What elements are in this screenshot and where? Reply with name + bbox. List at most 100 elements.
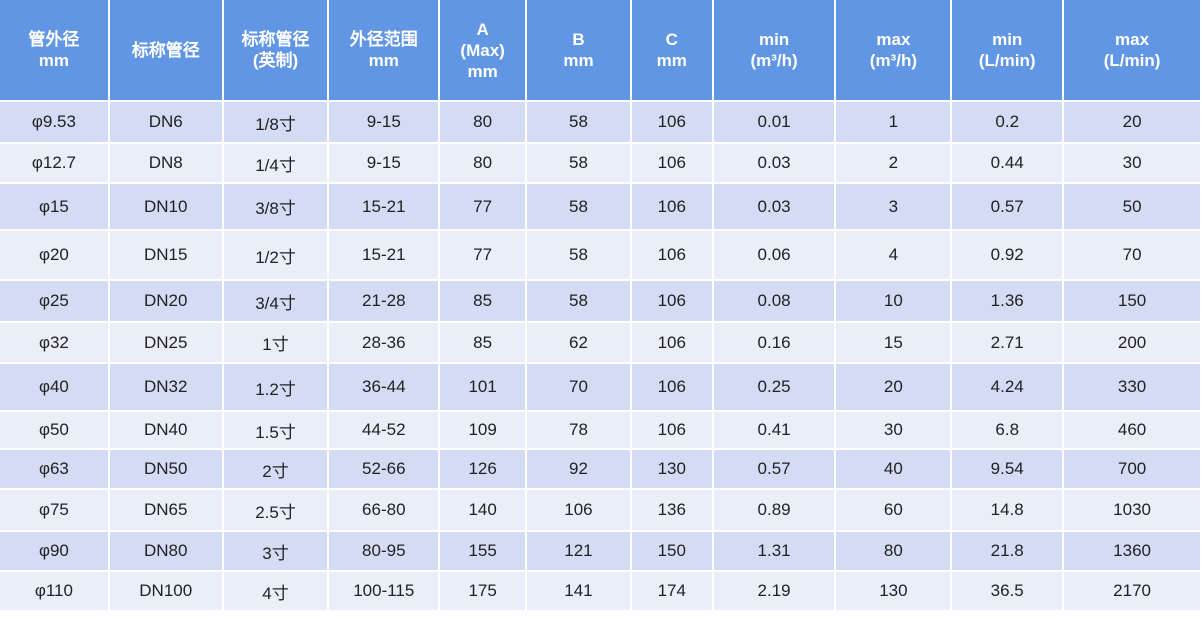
- table-cell: 85: [440, 323, 526, 362]
- table-cell: 80: [836, 532, 951, 570]
- table-cell: 0.44: [952, 144, 1063, 182]
- table-cell: 101: [440, 364, 526, 410]
- table-row: φ110 DN100 4寸 100-115 175 141 174 2.19 130 36.5 21…: [0, 572, 1200, 610]
- table-cell: 174: [631, 572, 712, 610]
- table-cell: 2170: [1064, 572, 1200, 610]
- table-cell: 140: [440, 490, 526, 530]
- table-row: φ75 DN65 2.5寸 66-80 140 106 136 0.89 60 14.8 1030: [0, 490, 1200, 530]
- table-cell: 0.01: [713, 102, 835, 142]
- table-cell: 0.16: [713, 323, 835, 362]
- table-cell: 106: [527, 490, 630, 530]
- table-cell: 4.24: [952, 364, 1063, 410]
- table-cell: 15: [836, 323, 951, 362]
- table-cell: 80-95: [329, 532, 439, 570]
- table-cell: 78: [527, 412, 630, 448]
- table-cell: φ12.7: [0, 144, 108, 182]
- table-row: φ12.7 DN8 1/4寸 9-15 80 58 106 0.03 2 0.44 30: [0, 144, 1200, 182]
- table-cell: 21-28: [329, 281, 439, 321]
- table-cell: 6.8: [952, 412, 1063, 448]
- table-cell: 2寸: [223, 450, 328, 488]
- column-header: 标称管径: [109, 0, 222, 100]
- table-cell: DN32: [109, 364, 222, 410]
- table-cell: 106: [631, 281, 712, 321]
- table-cell: 4: [836, 231, 951, 279]
- table-cell: 40: [836, 450, 951, 488]
- table-cell: 136: [631, 490, 712, 530]
- table-cell: 77: [440, 231, 526, 279]
- table-cell: 460: [1064, 412, 1200, 448]
- table-cell: 80: [440, 102, 526, 142]
- table-cell: 15-21: [329, 231, 439, 279]
- table-cell: 200: [1064, 323, 1200, 362]
- table-cell: 130: [631, 450, 712, 488]
- table-cell: 2.5寸: [223, 490, 328, 530]
- table-cell: 0.89: [713, 490, 835, 530]
- table-cell: 1.2寸: [223, 364, 328, 410]
- table-cell: 15-21: [329, 184, 439, 229]
- table-cell: 2: [836, 144, 951, 182]
- table-cell: 3: [836, 184, 951, 229]
- table-cell: 14.8: [952, 490, 1063, 530]
- table-cell: 150: [1064, 281, 1200, 321]
- table-cell: 0.41: [713, 412, 835, 448]
- table-cell: 2.71: [952, 323, 1063, 362]
- table-row: φ40 DN32 1.2寸 36-44 101 70 106 0.25 20 4.24 330: [0, 364, 1200, 410]
- table-cell: 44-52: [329, 412, 439, 448]
- table-cell: 58: [527, 281, 630, 321]
- table-cell: 9.54: [952, 450, 1063, 488]
- table-cell: φ110: [0, 572, 108, 610]
- table-row: φ25 DN20 3/4寸 21-28 85 58 106 0.08 10 1.36 150: [0, 281, 1200, 321]
- table-cell: 0.57: [713, 450, 835, 488]
- table-cell: 2.19: [713, 572, 835, 610]
- table-row: φ50 DN40 1.5寸 44-52 109 78 106 0.41 30 6.8 460: [0, 412, 1200, 448]
- table-cell: 106: [631, 412, 712, 448]
- table-cell: φ20: [0, 231, 108, 279]
- table-cell: 1寸: [223, 323, 328, 362]
- table-cell: 3/8寸: [223, 184, 328, 229]
- table-cell: 106: [631, 184, 712, 229]
- table-cell: DN80: [109, 532, 222, 570]
- table-cell: 60: [836, 490, 951, 530]
- table-cell: 20: [1064, 102, 1200, 142]
- table-cell: 9-15: [329, 144, 439, 182]
- table-cell: 1.31: [713, 532, 835, 570]
- table-cell: 1.36: [952, 281, 1063, 321]
- table-cell: DN10: [109, 184, 222, 229]
- header-row: 管外径 mm 标称管径 标称管径 (英制) 外径范围 mm A (Max) mm B mm…: [0, 0, 1200, 100]
- table-cell: 62: [527, 323, 630, 362]
- table-cell: 52-66: [329, 450, 439, 488]
- column-header: 外径范围 mm: [329, 0, 439, 100]
- column-header: C mm: [631, 0, 712, 100]
- table-cell: 0.03: [713, 184, 835, 229]
- column-header: max (L/min): [1064, 0, 1200, 100]
- table-cell: φ9.53: [0, 102, 108, 142]
- table-cell: 1: [836, 102, 951, 142]
- table-cell: DN20: [109, 281, 222, 321]
- table-cell: 1/8寸: [223, 102, 328, 142]
- table-row: φ9.53 DN6 1/8寸 9-15 80 58 106 0.01 1 0.2 20: [0, 102, 1200, 142]
- table-cell: 77: [440, 184, 526, 229]
- table-cell: 0.06: [713, 231, 835, 279]
- column-header: 标称管径 (英制): [223, 0, 328, 100]
- table-cell: 58: [527, 231, 630, 279]
- table-cell: 58: [527, 144, 630, 182]
- table-cell: 0.92: [952, 231, 1063, 279]
- table-cell: 58: [527, 102, 630, 142]
- table-row: φ20 DN15 1/2寸 15-21 77 58 106 0.06 4 0.92 70: [0, 231, 1200, 279]
- table-cell: 1/4寸: [223, 144, 328, 182]
- column-header: 管外径 mm: [0, 0, 108, 100]
- table-cell: DN6: [109, 102, 222, 142]
- table-cell: φ25: [0, 281, 108, 321]
- table-cell: DN25: [109, 323, 222, 362]
- table-cell: 70: [1064, 231, 1200, 279]
- table-cell: 9-15: [329, 102, 439, 142]
- table-cell: DN65: [109, 490, 222, 530]
- table-cell: 0.03: [713, 144, 835, 182]
- table-cell: 700: [1064, 450, 1200, 488]
- table-cell: DN8: [109, 144, 222, 182]
- table-cell: 175: [440, 572, 526, 610]
- table-cell: 330: [1064, 364, 1200, 410]
- table-cell: 85: [440, 281, 526, 321]
- table-row: φ32 DN25 1寸 28-36 85 62 106 0.16 15 2.71 200: [0, 323, 1200, 362]
